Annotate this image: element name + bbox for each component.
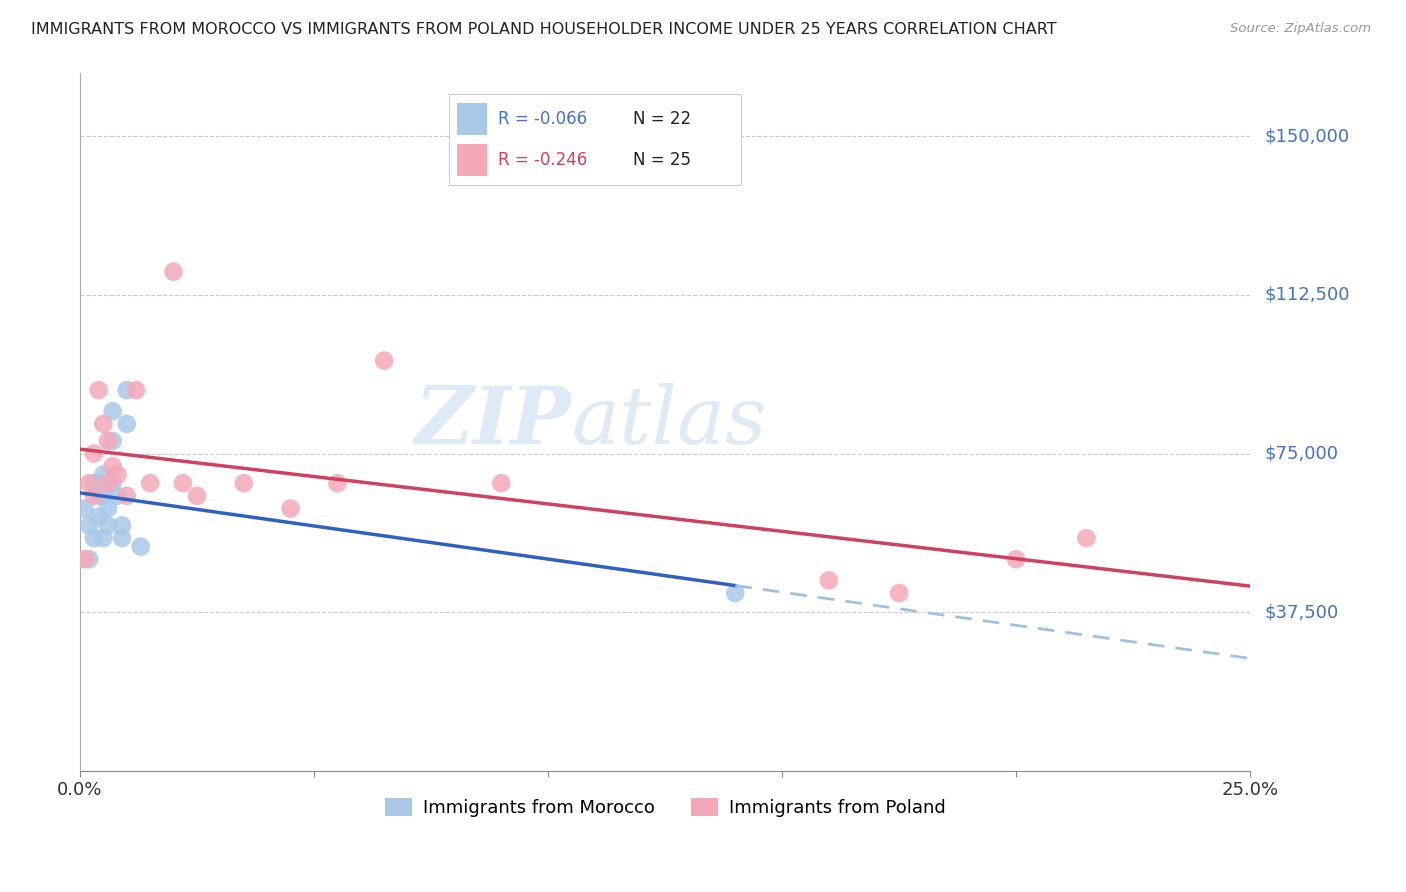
Point (77, 518, 100, 533)
Point (115, 417, 138, 431)
Point (105, 467, 128, 482)
Point (87, 489, 110, 503)
Point (91, 489, 114, 503)
Point (186, 489, 208, 503)
Text: $112,500: $112,500 (1264, 286, 1350, 304)
Point (91, 467, 114, 482)
Point (724, 586, 747, 600)
Point (887, 586, 910, 600)
Point (489, 476, 512, 491)
Text: atlas: atlas (571, 383, 766, 460)
Text: Source: ZipAtlas.com: Source: ZipAtlas.com (1230, 22, 1371, 36)
Point (111, 518, 134, 533)
Point (91, 531, 114, 545)
Point (91, 417, 114, 431)
Point (97, 518, 120, 533)
Text: ZIP: ZIP (415, 383, 571, 460)
Point (97, 476, 120, 491)
Point (162, 265, 184, 279)
Point (373, 353, 395, 368)
Point (111, 531, 134, 545)
Point (818, 574, 841, 588)
Point (87, 510, 110, 524)
Point (97, 434, 120, 448)
Point (139, 476, 162, 491)
Point (326, 476, 349, 491)
Point (83, 476, 105, 491)
Text: $75,000: $75,000 (1264, 444, 1339, 463)
Point (77, 476, 100, 491)
Point (101, 434, 124, 448)
Legend: Immigrants from Morocco, Immigrants from Poland: Immigrants from Morocco, Immigrants from… (378, 790, 952, 824)
Point (115, 489, 138, 503)
Point (280, 501, 302, 516)
Point (101, 476, 124, 491)
Point (83, 446, 105, 460)
Point (83, 489, 105, 503)
Text: $150,000: $150,000 (1264, 128, 1350, 145)
Point (125, 383, 148, 397)
Point (83, 531, 105, 545)
Point (73, 501, 96, 516)
Point (232, 476, 254, 491)
Text: IMMIGRANTS FROM MOROCCO VS IMMIGRANTS FROM POLAND HOUSEHOLDER INCOME UNDER 25 YE: IMMIGRANTS FROM MOROCCO VS IMMIGRANTS FR… (31, 22, 1056, 37)
Point (101, 404, 124, 418)
Point (87, 383, 110, 397)
Point (115, 383, 138, 397)
Point (101, 459, 124, 474)
Point (97, 501, 120, 516)
Point (129, 540, 152, 554)
Point (1076, 531, 1098, 545)
Text: $37,500: $37,500 (1264, 603, 1339, 621)
Point (77, 552, 100, 566)
Point (1005, 552, 1028, 566)
Point (172, 476, 194, 491)
Point (105, 489, 128, 503)
Point (73, 552, 96, 566)
